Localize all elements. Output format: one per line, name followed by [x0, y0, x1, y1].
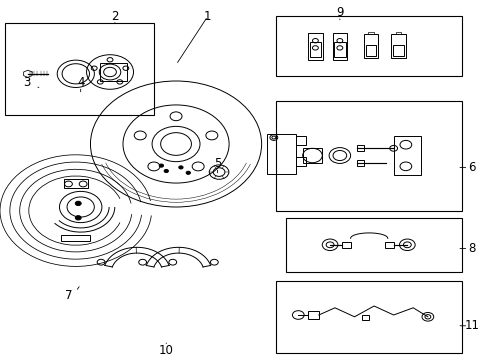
Circle shape	[164, 170, 168, 172]
Bar	[61, 235, 90, 241]
Bar	[309, 42, 321, 57]
Bar	[295, 136, 305, 145]
Bar	[266, 134, 295, 174]
Bar	[276, 16, 461, 76]
Text: 8: 8	[467, 242, 475, 255]
Bar	[393, 136, 420, 175]
Bar	[5, 23, 154, 115]
Bar	[332, 32, 346, 59]
Circle shape	[186, 171, 190, 174]
Text: 1: 1	[203, 10, 211, 23]
Bar	[392, 45, 403, 55]
Bar	[342, 242, 350, 248]
Text: 9: 9	[335, 6, 343, 19]
Bar	[384, 242, 393, 248]
Bar	[100, 63, 127, 81]
Circle shape	[75, 201, 81, 206]
Text: 6: 6	[467, 161, 475, 174]
Bar	[285, 218, 461, 272]
Bar	[364, 34, 377, 58]
Bar	[333, 42, 345, 57]
Text: 2: 2	[111, 10, 119, 23]
Text: 3: 3	[23, 76, 31, 89]
Circle shape	[75, 216, 81, 220]
Bar	[63, 179, 88, 188]
Bar	[366, 45, 375, 55]
Bar	[295, 157, 305, 166]
Text: 4: 4	[77, 76, 84, 89]
Bar	[356, 145, 364, 151]
Circle shape	[179, 166, 183, 169]
Bar	[361, 315, 368, 320]
Bar	[356, 160, 364, 166]
Bar	[276, 281, 461, 353]
Bar	[390, 34, 405, 58]
Circle shape	[159, 164, 163, 167]
Bar	[307, 32, 322, 59]
Bar	[276, 101, 461, 211]
Bar	[307, 311, 318, 319]
Text: 11: 11	[464, 319, 478, 332]
Text: 7: 7	[64, 289, 72, 302]
Text: 5: 5	[213, 157, 221, 170]
Text: 10: 10	[159, 345, 173, 357]
Bar	[303, 148, 321, 163]
